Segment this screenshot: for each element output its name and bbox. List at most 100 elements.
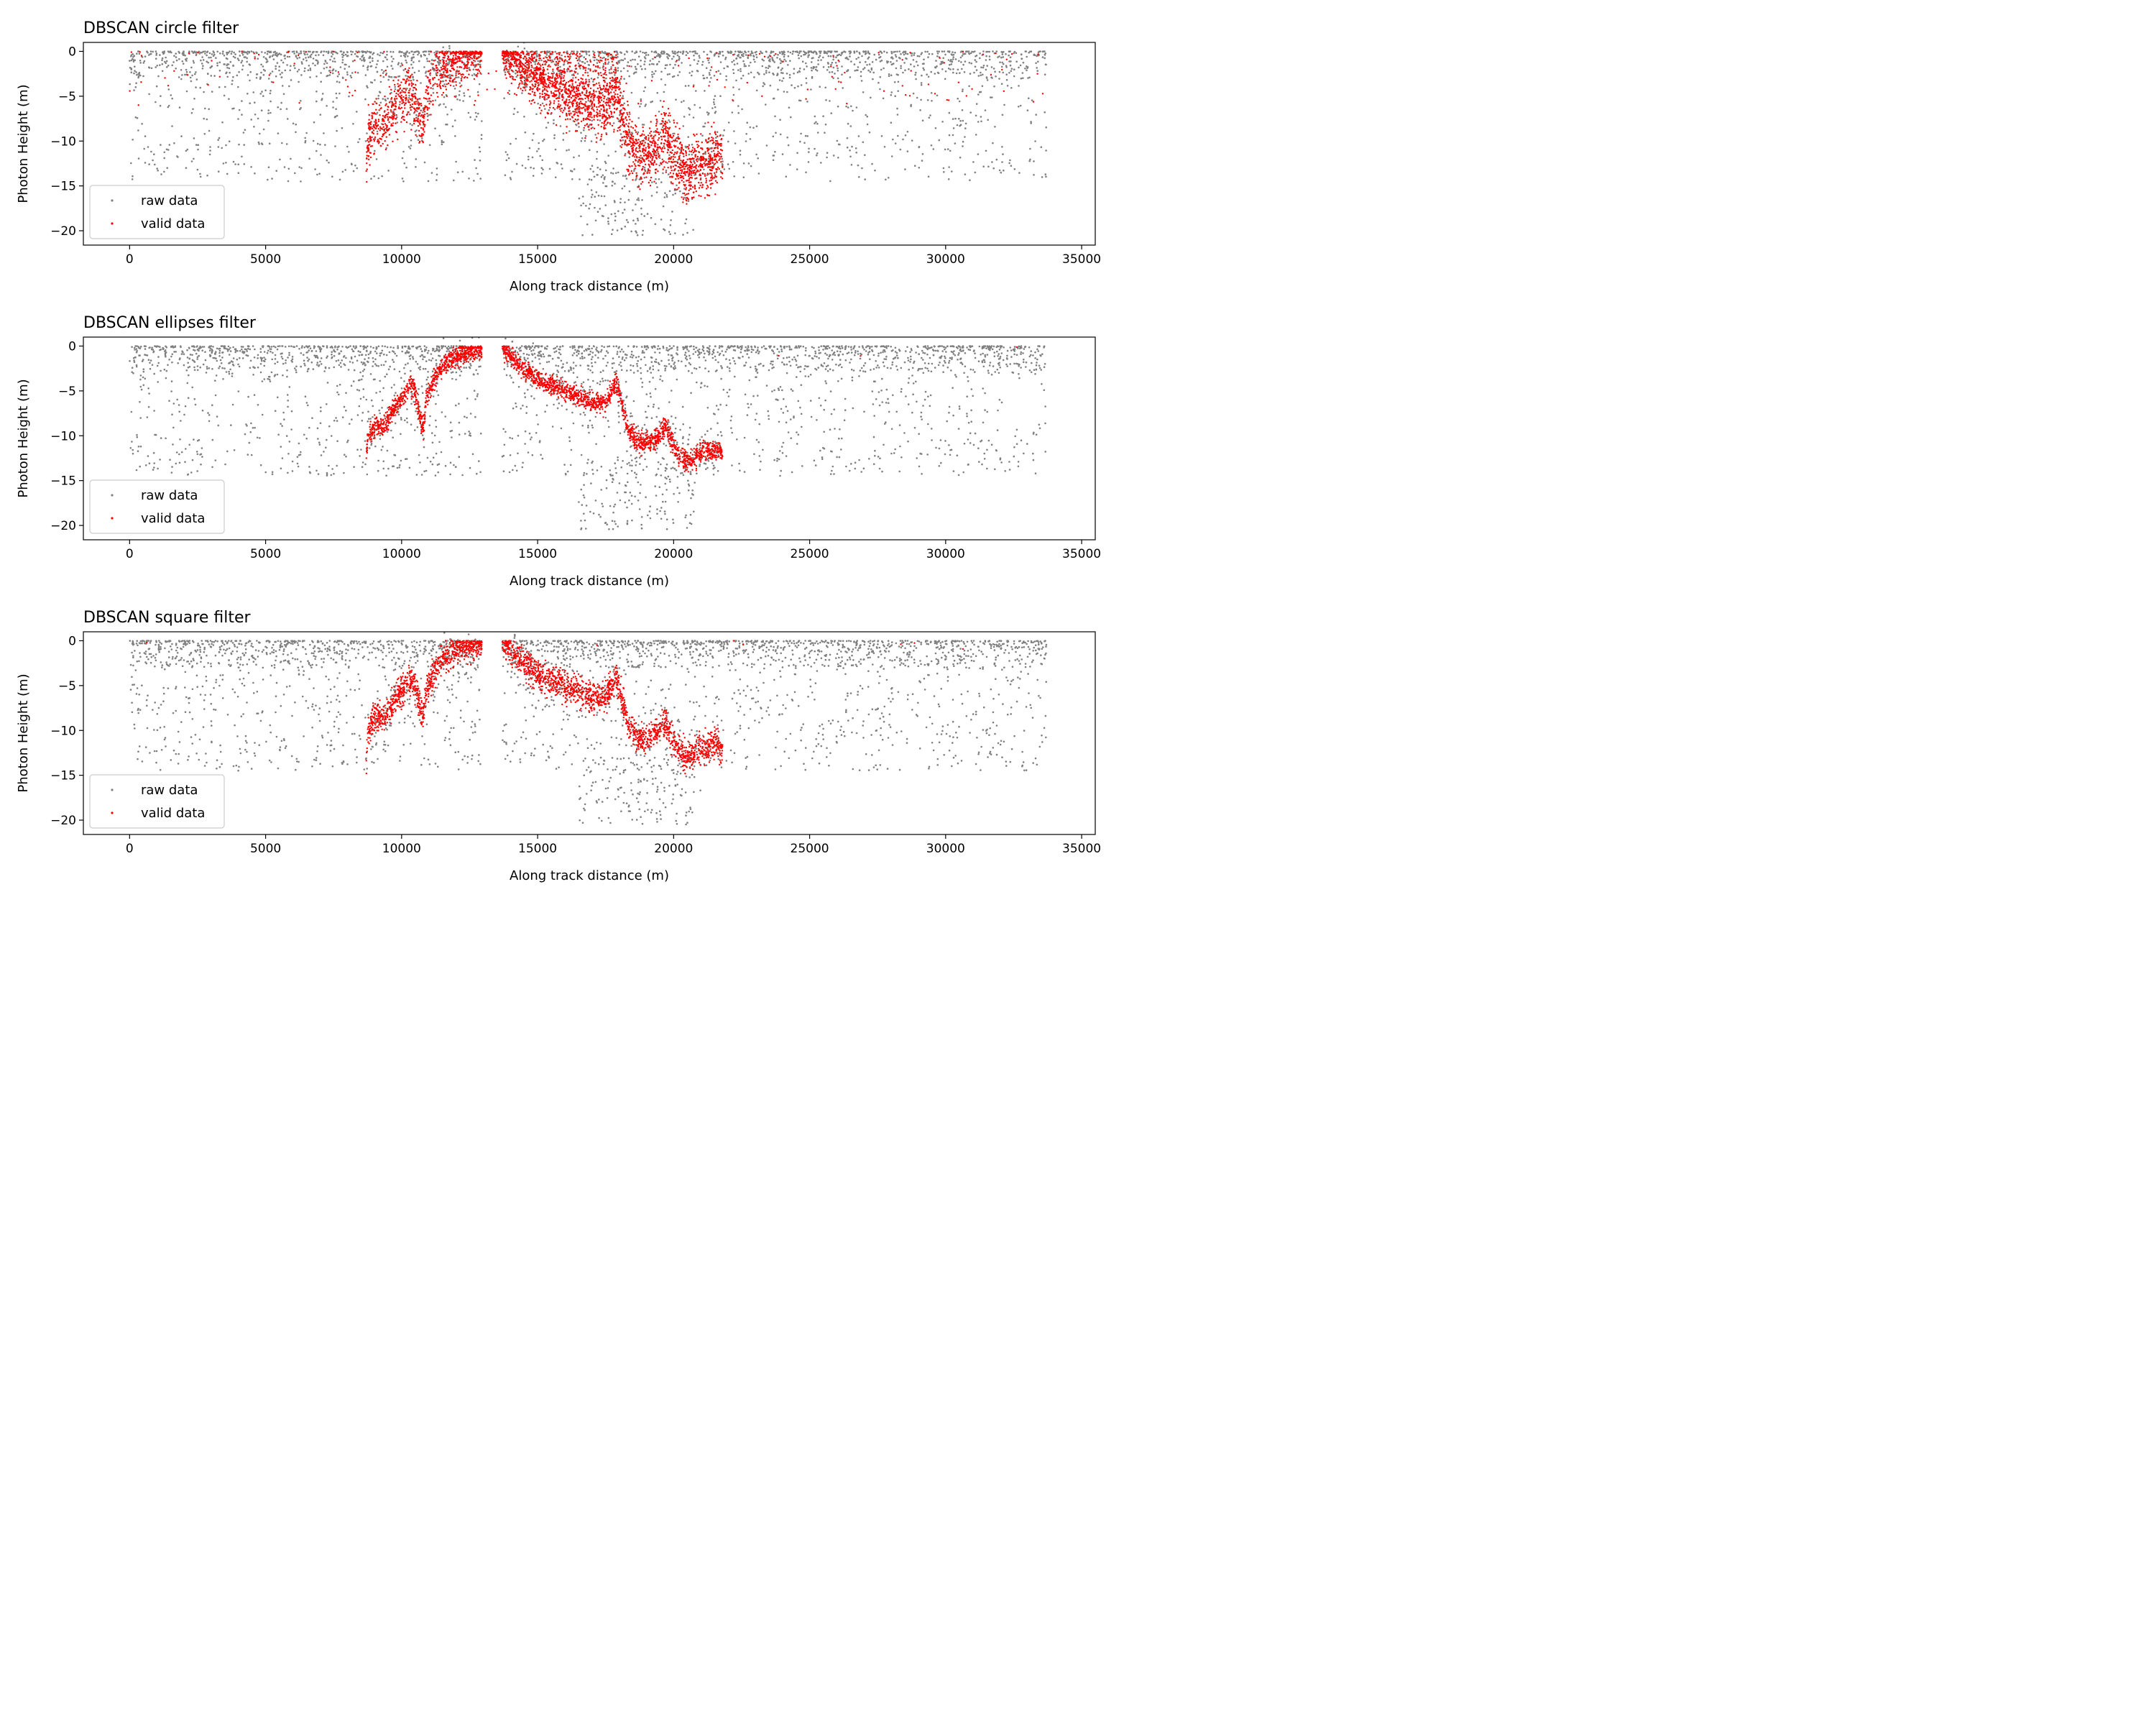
raw-point: [211, 91, 213, 93]
raw-point: [446, 123, 448, 126]
raw-point: [284, 58, 286, 60]
valid-point: [505, 58, 507, 60]
raw-point: [357, 50, 360, 52]
valid-point: [441, 93, 443, 96]
valid-point: [625, 136, 628, 138]
raw-point: [559, 125, 562, 127]
raw-point: [982, 165, 985, 167]
raw-point: [857, 56, 860, 59]
raw-point: [283, 166, 286, 168]
raw-point: [173, 55, 175, 57]
valid-point: [453, 68, 455, 70]
raw-point: [722, 50, 724, 53]
raw-point: [921, 63, 924, 65]
raw-point: [771, 57, 773, 59]
valid-point: [632, 126, 635, 129]
raw-point: [589, 149, 591, 151]
raw-point: [1025, 50, 1027, 52]
raw-point: [691, 153, 693, 156]
raw-point: [665, 64, 668, 66]
raw-point: [232, 55, 235, 58]
raw-point: [278, 52, 280, 55]
valid-point: [566, 132, 568, 134]
raw-point: [369, 61, 372, 64]
valid-point: [556, 107, 558, 109]
valid-point: [603, 128, 605, 130]
valid-point: [424, 105, 426, 107]
raw-point: [616, 229, 619, 231]
raw-point: [394, 86, 396, 88]
raw-point: [402, 180, 405, 183]
raw-point: [604, 160, 607, 163]
raw-point: [587, 99, 590, 102]
raw-point: [656, 91, 658, 94]
raw-point: [508, 93, 511, 96]
raw-point: [573, 168, 576, 170]
raw-point: [410, 63, 413, 66]
valid-point: [437, 96, 439, 98]
raw-point: [238, 70, 240, 73]
valid-point: [401, 102, 403, 104]
raw-point: [575, 124, 577, 126]
raw-point: [669, 224, 672, 226]
raw-point: [591, 165, 594, 167]
valid-point: [561, 98, 563, 101]
valid-point: [475, 63, 477, 66]
raw-point: [745, 51, 747, 54]
raw-point: [298, 52, 300, 55]
raw-point: [233, 51, 235, 54]
raw-point: [745, 140, 747, 142]
raw-point: [994, 126, 996, 128]
raw-point: [166, 167, 168, 169]
raw-point: [296, 58, 299, 60]
valid-point: [595, 83, 598, 85]
raw-point: [167, 104, 170, 107]
valid-point: [531, 91, 534, 93]
raw-point: [681, 101, 683, 104]
raw-point: [361, 59, 363, 62]
raw-point: [415, 158, 418, 160]
raw-point: [193, 62, 195, 64]
raw-point: [238, 59, 240, 61]
raw-point: [1005, 65, 1008, 67]
raw-point: [333, 60, 336, 63]
raw-point: [413, 71, 416, 74]
raw-point: [243, 163, 246, 165]
raw-point: [583, 56, 585, 58]
valid-point: [657, 144, 659, 146]
raw-point: [926, 73, 928, 75]
raw-point: [819, 86, 821, 88]
raw-point: [1015, 52, 1018, 55]
raw-point: [290, 65, 292, 68]
raw-point: [781, 53, 783, 55]
valid-point: [543, 87, 546, 90]
raw-point: [310, 53, 313, 56]
valid-point: [435, 55, 437, 57]
raw-point: [377, 53, 379, 55]
valid-point: [526, 83, 528, 86]
valid-point: [576, 107, 579, 109]
raw-point: [227, 63, 230, 65]
raw-point: [580, 82, 583, 84]
raw-point: [637, 219, 640, 221]
valid-point: [557, 97, 559, 99]
valid-point: [648, 150, 650, 152]
raw-point: [834, 73, 836, 75]
raw-point: [382, 52, 384, 55]
valid-point: [390, 88, 392, 91]
raw-point: [819, 52, 821, 55]
raw-point: [650, 101, 652, 104]
valid-point: [691, 174, 693, 176]
raw-point: [890, 50, 893, 53]
valid-point: [573, 120, 576, 123]
raw-point: [841, 65, 843, 68]
raw-point: [581, 137, 584, 139]
raw-point: [210, 75, 213, 77]
raw-point: [416, 110, 418, 113]
raw-point: [768, 71, 770, 73]
valid-data-points: [129, 50, 1044, 205]
raw-point: [309, 76, 311, 78]
raw-point: [155, 58, 157, 60]
raw-point: [276, 55, 278, 58]
raw-point: [949, 63, 951, 66]
